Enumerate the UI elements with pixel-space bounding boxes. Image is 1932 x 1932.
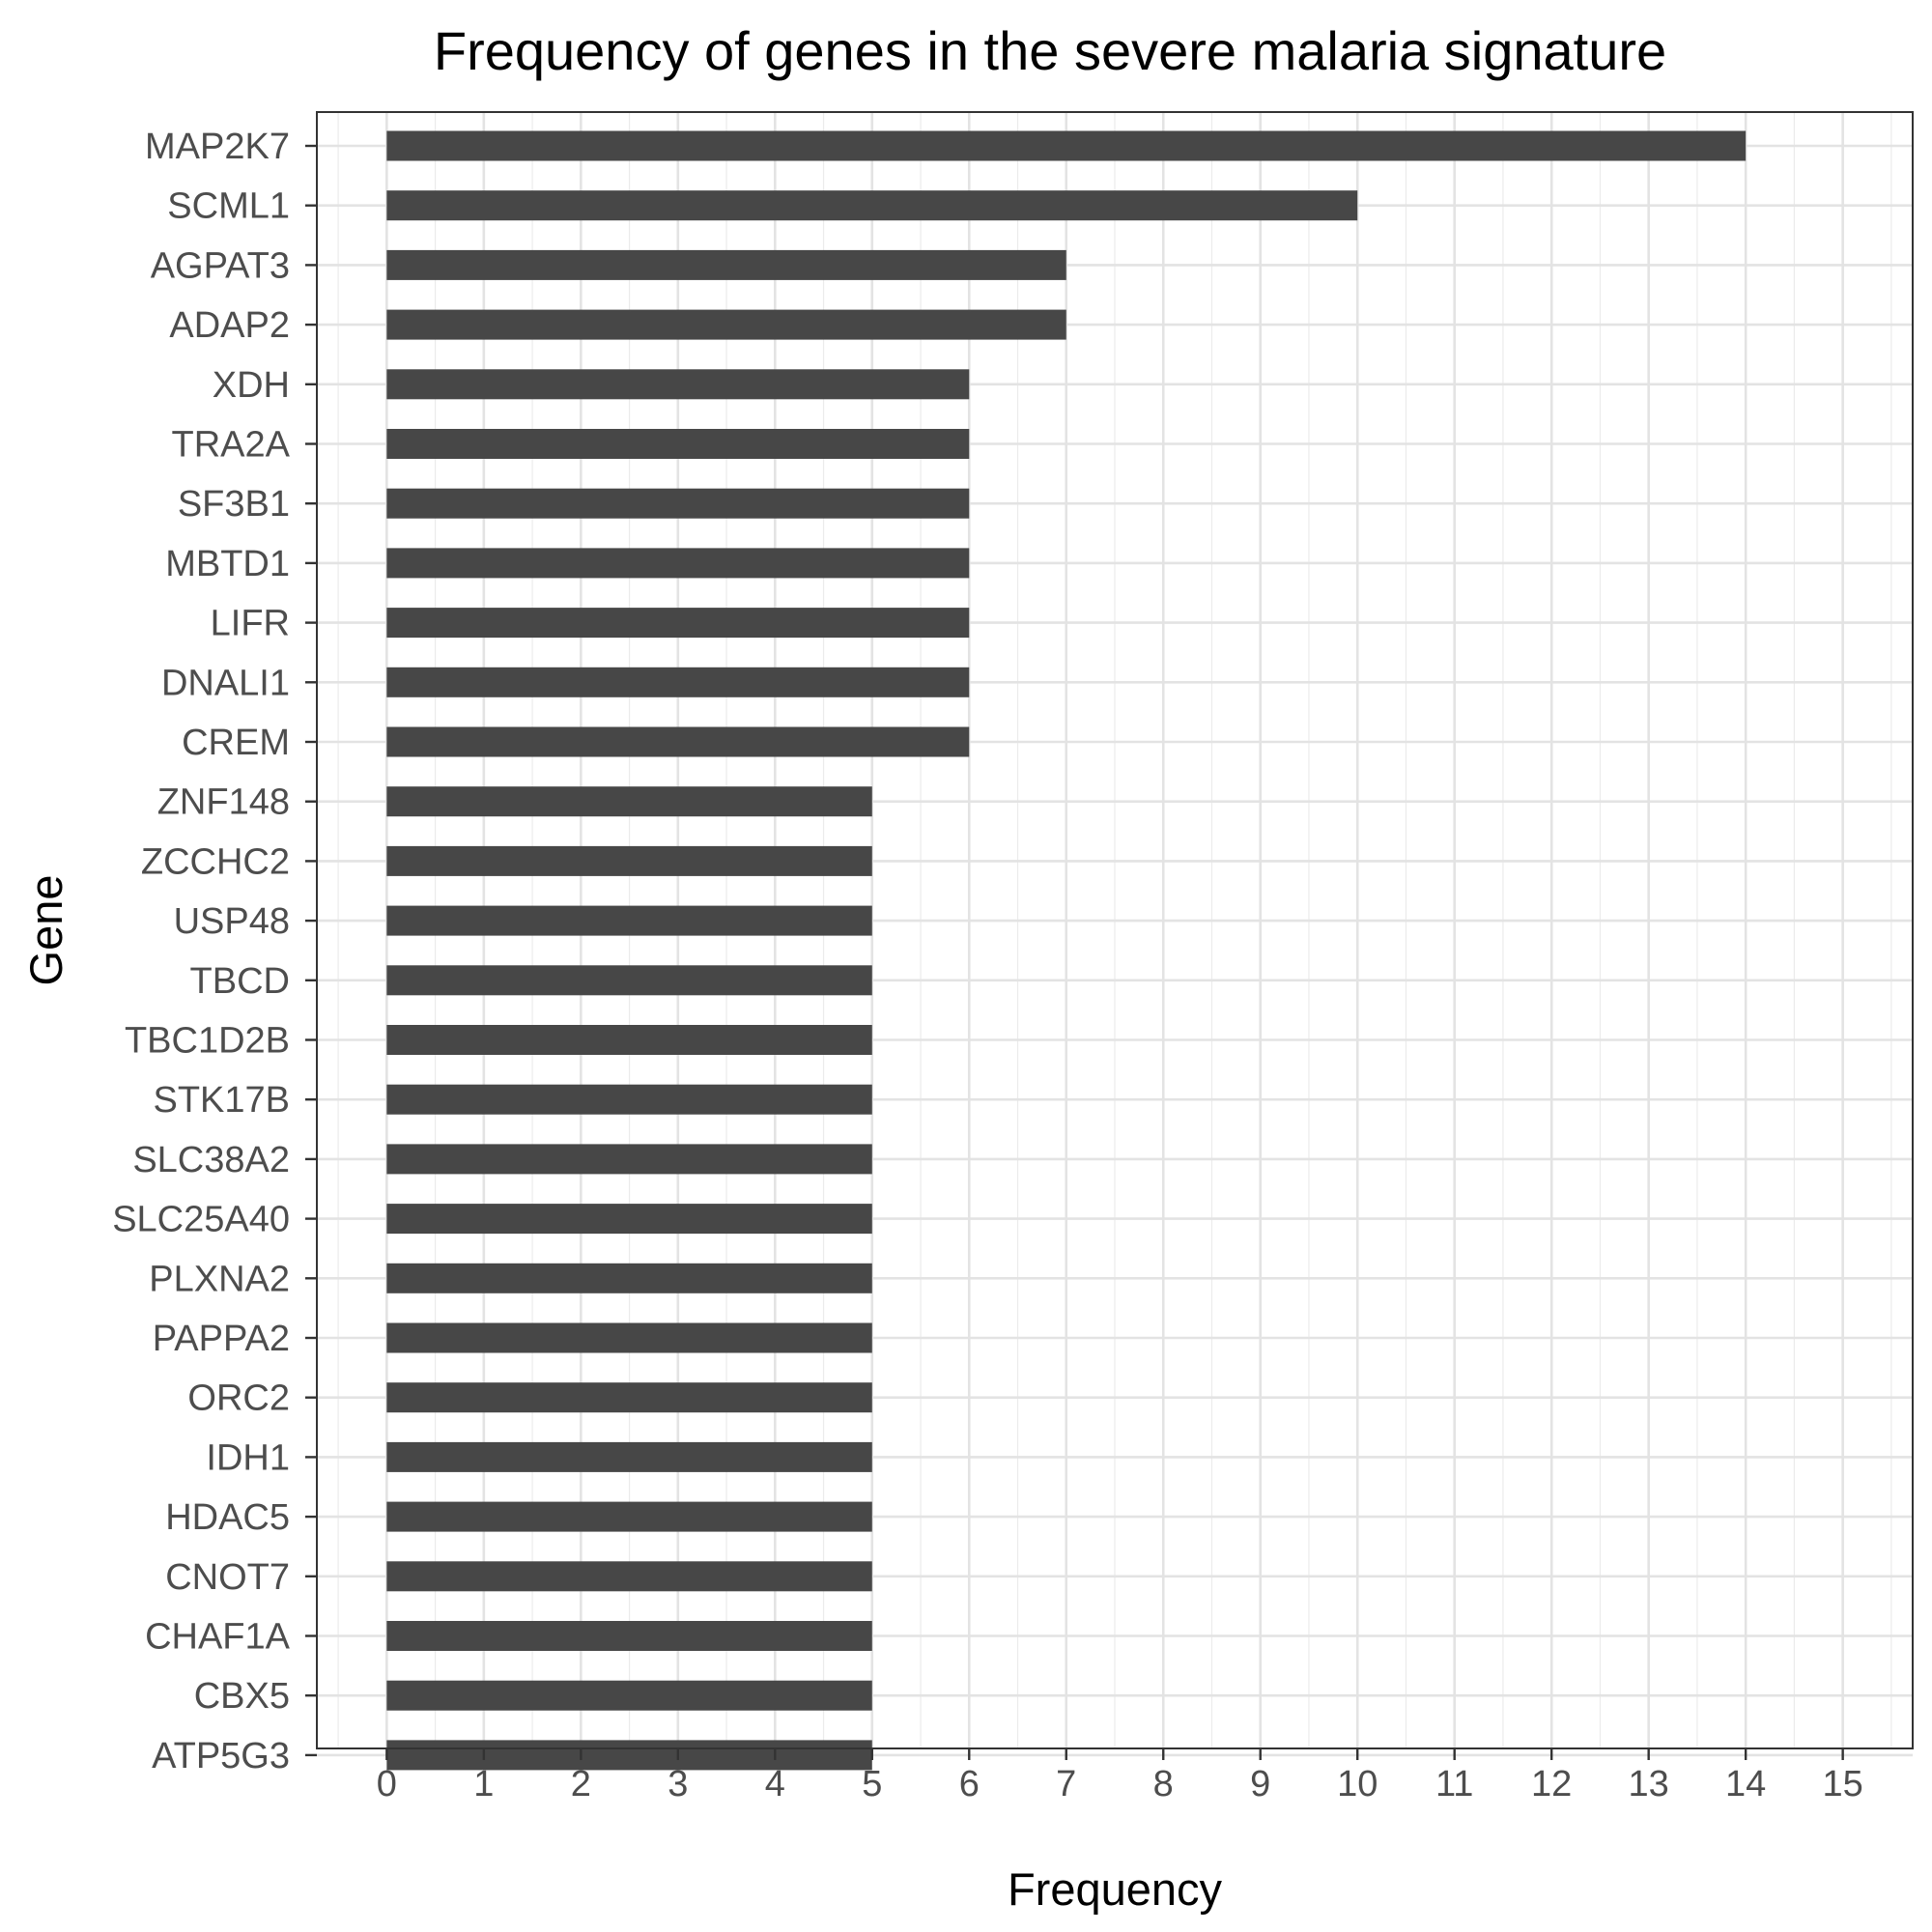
- x-tick-label: 7: [1056, 1764, 1076, 1804]
- x-tick-label: 13: [1629, 1764, 1669, 1804]
- y-axis-title: Gene: [20, 875, 71, 986]
- bar: [386, 548, 970, 579]
- bar: [386, 249, 1066, 280]
- y-tick-label: TBCD: [190, 961, 290, 1002]
- bar: [386, 608, 970, 639]
- y-tick-label: CBX5: [194, 1676, 290, 1717]
- y-tick-label: TRA2A: [172, 425, 291, 466]
- y-tick-label: CHAF1A: [145, 1617, 291, 1658]
- x-tick-label: 15: [1823, 1764, 1863, 1804]
- y-tick-label: SF3B1: [178, 484, 290, 525]
- y-tick-label: STK17B: [153, 1080, 290, 1121]
- y-tick-label: PAPPA2: [153, 1319, 290, 1359]
- bar: [386, 1501, 872, 1532]
- x-tick-label: 0: [377, 1764, 397, 1804]
- x-tick-label: 12: [1531, 1764, 1572, 1804]
- y-tick-label: ORC2: [187, 1378, 290, 1419]
- y-tick-label: LIFR: [211, 604, 290, 644]
- bar: [386, 488, 970, 519]
- chart-title: Frequency of genes in the severe malaria…: [434, 20, 1666, 81]
- bar: [386, 130, 1747, 161]
- y-tick-label: HDAC5: [165, 1497, 290, 1538]
- y-tick-label: SLC25A40: [112, 1200, 290, 1240]
- bar: [386, 1740, 872, 1771]
- x-tick-label: 11: [1435, 1764, 1473, 1804]
- y-tick-label: SLC38A2: [132, 1140, 290, 1180]
- bar: [386, 965, 872, 996]
- x-tick-label: 14: [1725, 1764, 1766, 1804]
- y-tick-label: DNALI1: [161, 663, 290, 703]
- x-tick-label: 2: [571, 1764, 591, 1804]
- x-axis-title: Frequency: [1008, 1863, 1223, 1915]
- y-tick-label: ATP5G3: [152, 1736, 290, 1776]
- y-tick-label: ADAP2: [169, 305, 290, 346]
- bar: [386, 190, 1358, 221]
- y-tick-label: AGPAT3: [151, 245, 290, 286]
- y-tick-label: MBTD1: [165, 544, 290, 584]
- bar: [386, 1204, 872, 1235]
- bar: [386, 1680, 872, 1711]
- bar: [386, 1025, 872, 1055]
- bar: [386, 845, 872, 876]
- x-tick-label: 4: [765, 1764, 785, 1804]
- bar: [386, 1561, 872, 1592]
- x-tick-label: 3: [668, 1764, 688, 1804]
- y-tick-label: CREM: [182, 723, 290, 763]
- y-tick-label: SCML1: [167, 186, 290, 227]
- y-tick-label: TBC1D2B: [125, 1021, 290, 1062]
- bar: [386, 1322, 872, 1353]
- bar: [386, 1263, 872, 1293]
- y-tick-label: ZCCHC2: [141, 841, 290, 882]
- y-tick-label: CNOT7: [165, 1557, 290, 1598]
- bar: [386, 1441, 872, 1472]
- bar: [386, 667, 970, 697]
- bar: [386, 429, 970, 459]
- y-axis: MAP2K7 SCML1 AGPAT3 ADAP2 XDH TRA2A SF3B1 MBTD1…: [112, 127, 317, 1776]
- x-tick-label: 5: [862, 1764, 882, 1804]
- bar: [386, 309, 1066, 340]
- x-tick-label: 9: [1250, 1764, 1270, 1804]
- x-axis: 0 1 2 3 4 5 6 7 8 9 10 11 12 13 14 15: [377, 1748, 1863, 1804]
- bar: [386, 905, 872, 936]
- plot-border: [316, 111, 1914, 1749]
- x-tick-label: 6: [959, 1764, 980, 1804]
- bar: [386, 1144, 872, 1175]
- x-tick-label: 1: [473, 1764, 494, 1804]
- bar: [386, 1382, 872, 1413]
- y-tick-label: USP48: [174, 901, 290, 942]
- bar: [386, 726, 970, 757]
- bar: [386, 786, 872, 817]
- y-tick-label: IDH1: [206, 1437, 290, 1478]
- y-tick-label: ZNF148: [157, 782, 290, 823]
- bar: [386, 1084, 872, 1115]
- y-tick-label: PLXNA2: [149, 1259, 290, 1299]
- bars: [386, 130, 1747, 1771]
- bar: [386, 369, 970, 400]
- y-tick-label: XDH: [213, 365, 290, 406]
- bar: [386, 1621, 872, 1651]
- x-tick-label: 8: [1153, 1764, 1174, 1804]
- x-tick-label: 10: [1337, 1764, 1378, 1804]
- y-tick-label: MAP2K7: [145, 127, 290, 167]
